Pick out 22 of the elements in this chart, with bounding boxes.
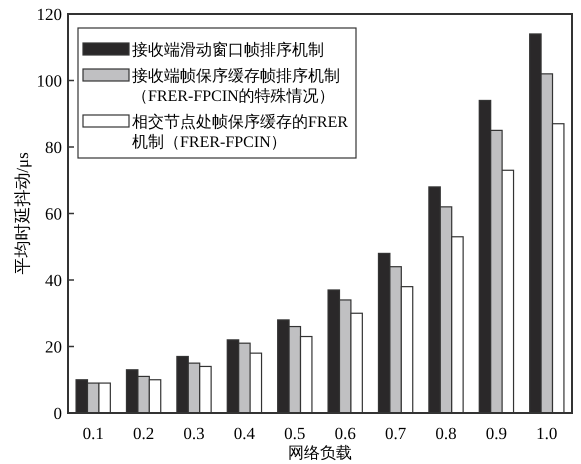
x-axis-title: 网络负载 — [288, 444, 352, 462]
x-tick-label: 0.3 — [183, 424, 205, 443]
x-tick-label: 0.9 — [486, 424, 508, 443]
y-tick-label: 120 — [36, 5, 62, 24]
legend-label: 相交节点处帧保序缓存的FRER机制（FRER-FPCIN） — [132, 113, 348, 151]
x-tick-label: 0.2 — [132, 424, 154, 443]
y-tick-label: 40 — [45, 271, 62, 290]
x-tick-label: 0.1 — [82, 424, 104, 443]
legend-label: 接收端滑动窗口帧排序机制 — [132, 41, 324, 59]
y-tick-label: 20 — [45, 338, 62, 356]
x-tick-label: 0.8 — [435, 424, 457, 443]
y-axis-title: 平均时延抖动/μs — [13, 152, 32, 275]
legend-label: 接收端帧保序缓存帧排序机制（FRER-FPCIN的特殊情况） — [132, 67, 340, 105]
y-tick-label: 60 — [45, 204, 62, 224]
x-tick-label: 0.6 — [334, 424, 356, 443]
x-tick-label: 0.4 — [234, 424, 256, 443]
y-tick-label: 80 — [45, 138, 62, 157]
y-tick-label: 100 — [36, 72, 62, 90]
x-tick-label: 0.5 — [284, 424, 306, 443]
x-tick-label: 1.0 — [536, 424, 558, 443]
y-tick-label: 0 — [54, 404, 62, 423]
x-tick-label: 0.7 — [384, 424, 407, 443]
